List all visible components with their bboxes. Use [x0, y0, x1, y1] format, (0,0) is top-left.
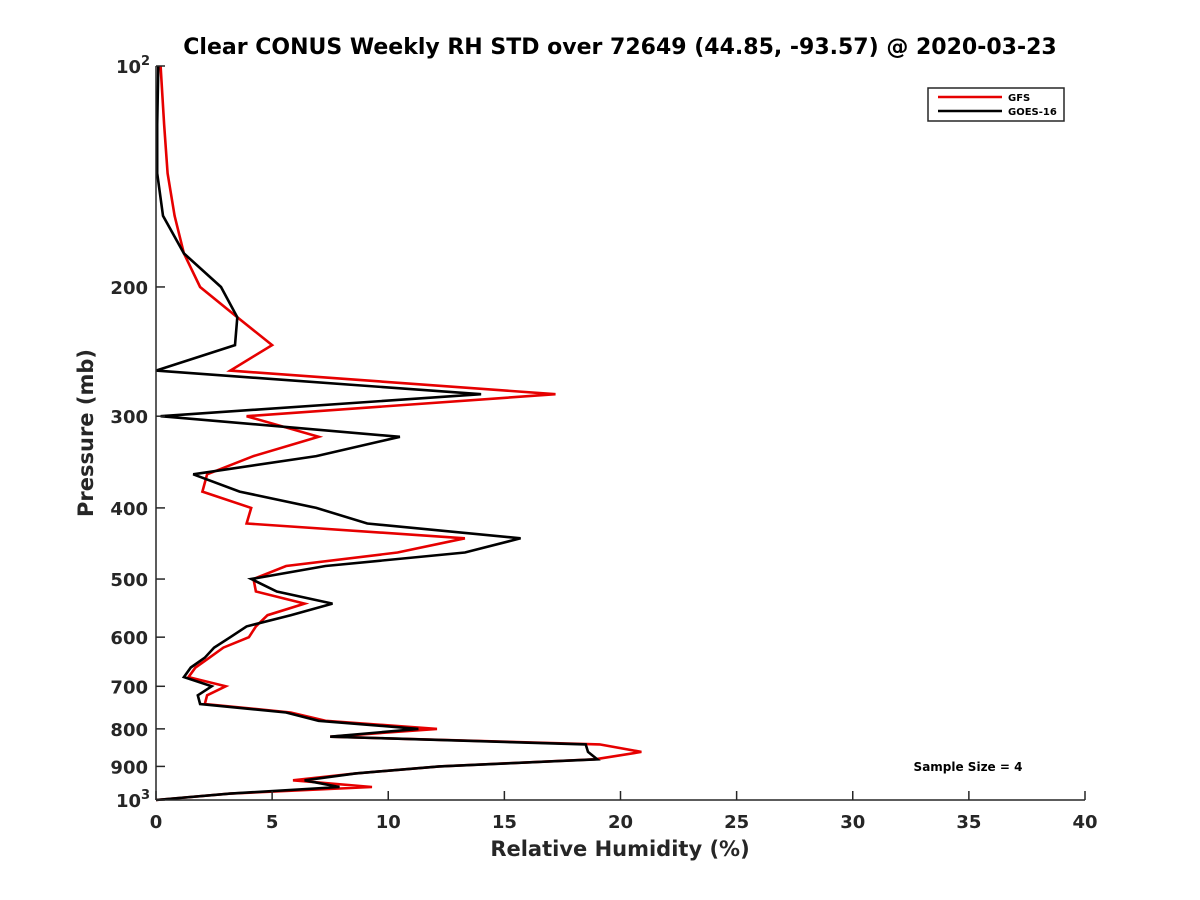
- y-tick-exponent: 3: [141, 788, 150, 803]
- series-line-goes-16: [155, 65, 601, 802]
- y-axis-label: Pressure (mb): [74, 349, 98, 517]
- x-tick-label: 35: [956, 812, 981, 833]
- y-tick-label: 500: [110, 570, 148, 591]
- y-tick-label: 600: [110, 628, 148, 649]
- x-tick-label: 15: [492, 812, 517, 833]
- legend-box: [927, 87, 1065, 122]
- sample-size-annotation: Sample Size = 4: [914, 760, 1023, 774]
- legend: GFS GOES-16: [927, 87, 1065, 122]
- series-line-gfs: [155, 65, 642, 802]
- y-tick-exponent: 2: [141, 54, 150, 69]
- y-tick-label: 400: [110, 499, 148, 520]
- x-tick-label: 25: [724, 812, 749, 833]
- chart-title: Clear CONUS Weekly RH STD over 72649 (44…: [183, 35, 1056, 60]
- legend-label-gfs: GFS: [1008, 93, 1030, 104]
- plot-area: 0 5 10 15 20 25 30 35 40 10 220030040050060070080…: [110, 54, 1097, 833]
- x-tick-label: 5: [266, 812, 279, 833]
- y-tick-label: 900: [110, 757, 148, 778]
- legend-label-goes-16: GOES-16: [1008, 107, 1057, 118]
- x-tick-label: 0: [150, 812, 163, 833]
- x-tick-label: 40: [1072, 812, 1097, 833]
- x-axis-ticks: 0 5 10 15 20 25 30 35 40: [150, 791, 1098, 833]
- x-tick-label: 20: [608, 812, 633, 833]
- y-tick-label: 700: [110, 677, 148, 698]
- x-tick-label: 30: [840, 812, 865, 833]
- y-tick-label: 300: [110, 407, 148, 428]
- x-axis-label: Relative Humidity (%): [490, 837, 749, 861]
- y-tick-label: 200: [110, 278, 148, 299]
- legend-items: GFS GOES-16: [938, 93, 1057, 118]
- series-layer: [155, 65, 642, 802]
- y-tick-label: 10: [116, 57, 141, 78]
- y-tick-label: 10: [116, 791, 141, 812]
- x-tick-label: 10: [376, 812, 401, 833]
- y-tick-label: 800: [110, 720, 148, 741]
